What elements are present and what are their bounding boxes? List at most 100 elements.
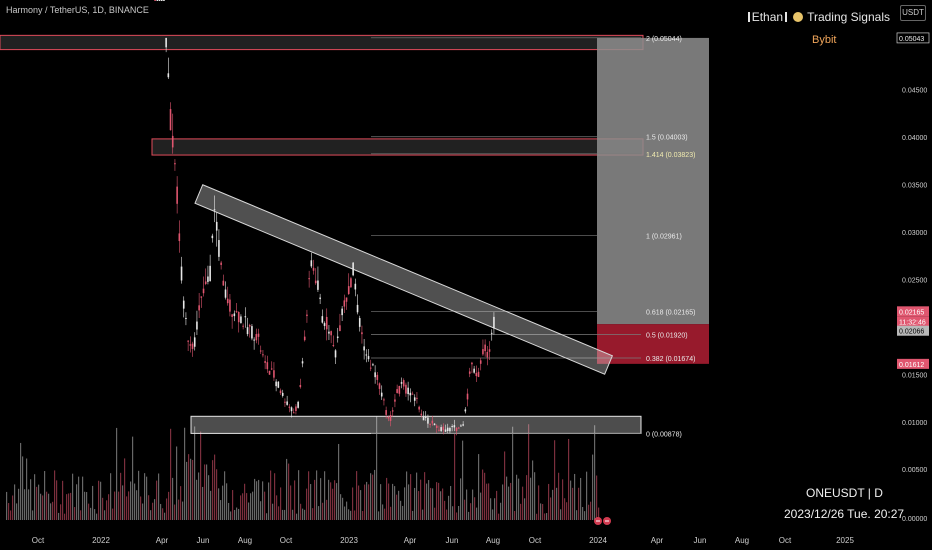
candle — [391, 410, 394, 412]
volume-bar — [306, 488, 308, 520]
support-zone — [190, 415, 642, 434]
volume-bar — [128, 491, 130, 520]
volume-bar — [524, 498, 526, 520]
volume-bar — [250, 493, 252, 520]
datetime-label: 2023/12/26 Tue. 20:27 — [784, 507, 905, 521]
volume-bar — [90, 507, 92, 520]
candle — [451, 426, 453, 428]
volume-bar — [308, 471, 310, 520]
volume-bar — [372, 474, 374, 520]
volume-bar — [140, 496, 142, 520]
volume-bar — [482, 469, 484, 520]
y-tick-label: 0.03500 — [902, 183, 927, 190]
candle — [244, 316, 247, 318]
candle — [339, 325, 341, 332]
volume-bar — [272, 503, 274, 520]
volume-bar — [388, 483, 390, 520]
volume-bar — [280, 487, 282, 520]
volume-bar — [210, 490, 212, 520]
volume-bar — [98, 480, 100, 520]
price-tag-label: 11:32:46 — [899, 319, 926, 326]
candle — [352, 262, 354, 276]
volume-bar — [44, 471, 46, 520]
volume-bar — [558, 472, 560, 520]
currency-button[interactable]: USDT — [900, 5, 926, 21]
volume-bar — [460, 478, 462, 520]
candle — [301, 361, 304, 364]
candle — [389, 414, 392, 421]
candle — [457, 427, 460, 429]
candle — [446, 427, 449, 432]
volume-bar — [72, 473, 74, 520]
volume-bar — [582, 507, 584, 520]
candle — [387, 417, 390, 419]
volume-bar — [234, 509, 236, 520]
symbol-title: Harmony / TetherUS, 1D, BINANCE — [6, 5, 149, 15]
volume-bar — [40, 493, 42, 520]
candle — [398, 385, 401, 394]
volume-bar — [342, 497, 344, 520]
volume-bar — [570, 480, 572, 520]
volume-bar — [300, 503, 302, 520]
volume-bar — [564, 498, 566, 520]
volume-bar — [150, 510, 152, 520]
volume-bar — [532, 460, 534, 520]
volume-bar — [298, 470, 300, 520]
price-tag — [897, 316, 929, 327]
volume-bar — [466, 489, 468, 520]
x-tick-label: Apr — [156, 536, 169, 545]
y-tick-label: 0.02500 — [902, 278, 927, 285]
volume-bar — [32, 510, 34, 520]
candle — [240, 316, 242, 324]
volume-bar — [538, 485, 540, 520]
candle — [209, 265, 211, 282]
volume-bar — [58, 512, 60, 520]
volume-bar — [284, 509, 286, 520]
candle — [312, 267, 315, 271]
volume-bar — [212, 460, 214, 520]
volume-bar — [262, 481, 264, 520]
candle — [343, 300, 346, 307]
volume-bar — [418, 491, 420, 520]
candle — [416, 397, 418, 399]
candle — [281, 392, 284, 396]
volume-bar — [304, 509, 306, 520]
candle — [163, 0, 165, 1]
candle — [253, 339, 255, 341]
candle — [453, 425, 456, 428]
volume-bar — [8, 503, 10, 520]
volume-bar — [486, 483, 488, 520]
candle — [231, 314, 233, 317]
volume-bar — [38, 484, 40, 520]
candle — [482, 349, 484, 355]
x-tick-label: Aug — [238, 536, 252, 545]
candle — [475, 372, 478, 377]
price-tag-label: 0.02165 — [899, 309, 924, 316]
candle — [196, 321, 198, 330]
y-tick-label: 0.00500 — [902, 467, 927, 474]
volume-bar — [190, 458, 192, 520]
volume-bar — [380, 484, 382, 520]
volume-bar — [408, 484, 410, 520]
candle — [334, 350, 337, 358]
candle — [290, 407, 293, 412]
volume-bar — [178, 499, 180, 520]
volume-bar — [472, 489, 474, 520]
volume-bar — [138, 470, 140, 520]
y-tick-label: 0.01000 — [902, 420, 927, 427]
volume-bar — [456, 512, 458, 520]
volume-bar — [200, 431, 202, 520]
price-axis: 0.04500 0.04000 0.03500 0.03000 0.02500 0.020… — [902, 88, 927, 524]
volume-bar — [592, 454, 594, 520]
x-tick-label: Apr — [651, 536, 664, 545]
candle — [460, 425, 462, 427]
volume-bar — [94, 509, 96, 520]
volume-bar — [124, 458, 126, 520]
candle — [242, 325, 244, 327]
volume-bar — [322, 502, 324, 520]
candle — [160, 0, 163, 1]
candle — [385, 410, 387, 415]
candle — [191, 343, 194, 349]
volume-bar — [46, 491, 48, 520]
